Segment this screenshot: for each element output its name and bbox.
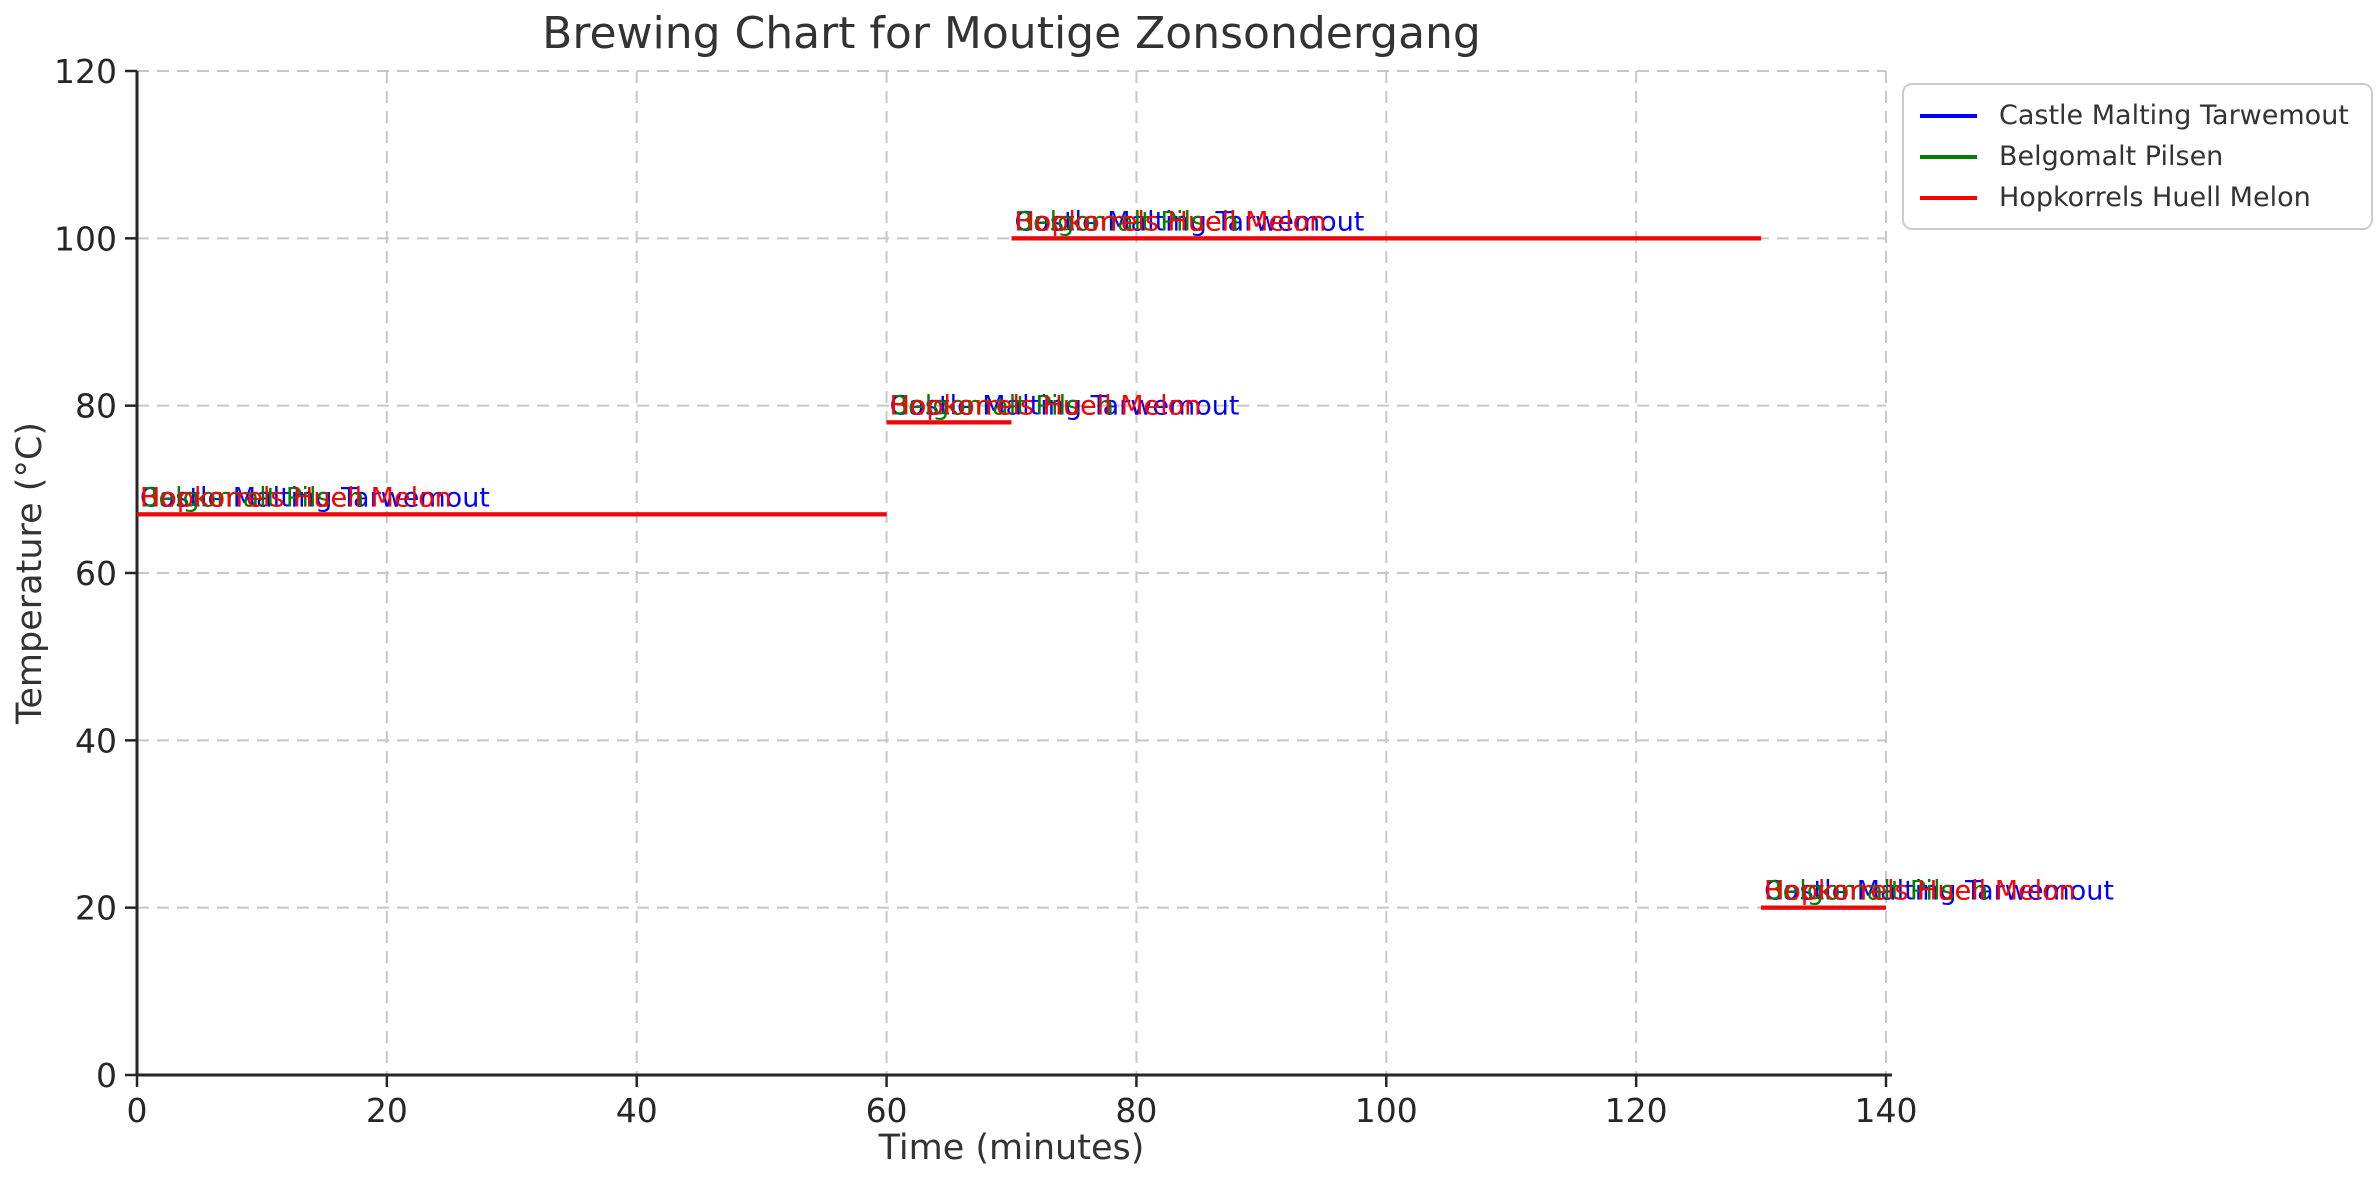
segment-label: Castle Malting Tarwemout [890,390,1240,421]
y-tick-label: 100 [54,219,117,258]
x-tick-label: 120 [1605,1091,1668,1130]
segment-label: Castle Malting Tarwemout [1015,206,1365,237]
y-tick-label: 0 [96,1056,117,1095]
segment-label: Belgomalt Pilsen [140,482,364,513]
chart-title: Brewing Chart for Moutige Zonsondergang [542,8,1481,59]
segment-labels-hopkorrels-huell-melon: Hopkorrels Huell Melon Hopkorrels Huell M… [140,206,2076,906]
y-tick-label: 80 [75,387,117,426]
segment-label: Belgomalt Pilsen [890,390,1114,421]
x-axis-label: Time (minutes) [878,1128,1145,1168]
legend-line-swatch [1920,154,1977,159]
legend-entry-0: Castle Malting Tarwemout [1920,95,2349,136]
segment-label: Castle Malting Tarwemout [140,482,490,513]
segment-label: Belgomalt Pilsen [1015,206,1239,237]
axis-ticks: 0 20 40 60 80 100 120 140 0 20 40 60 80 100 120 [54,52,1918,1130]
x-tick-label: 60 [866,1091,908,1130]
segment-label: Belgomalt Pilsen [1764,876,1988,907]
legend-label: Castle Malting Tarwemout [1999,100,2349,131]
series-hopkorrels-huell-melon [137,236,1886,910]
x-tick-label: 20 [366,1091,408,1130]
segment-label: Hopkorrels Huell Melon [140,482,452,513]
y-tick-label: 60 [75,554,117,593]
legend-label: Hopkorrels Huell Melon [1999,182,2311,213]
segment-label: Hopkorrels Huell Melon [1015,206,1327,237]
segment-labels-castle-malting-tarwemout: Castle Malting Tarwemout Castle Malting T… [140,206,2114,906]
y-tick-label: 20 [75,889,117,928]
y-axis-label: Temperature (°C) [10,421,50,725]
legend-label: Belgomalt Pilsen [1999,141,2224,172]
legend-line-swatch [1920,195,1977,200]
segment-labels-belgomalt-pilsen: Belgomalt Pilsen Belgomalt Pilsen Belgomal… [140,206,1988,906]
legend: Castle Malting Tarwemout Belgomalt Pilsen… [1902,83,2373,230]
gridlines [136,70,1887,1076]
segment-label: Hopkorrels Huell Melon [1764,876,2076,907]
legend-entry-2: Hopkorrels Huell Melon [1920,177,2349,218]
x-tick-label: 80 [1115,1091,1157,1130]
legend-entry-1: Belgomalt Pilsen [1920,136,2349,177]
x-tick-label: 140 [1855,1091,1918,1130]
legend-line-swatch [1920,113,1977,118]
y-tick-label: 120 [54,52,117,91]
x-tick-label: 40 [616,1091,658,1130]
segment-label: Castle Malting Tarwemout [1764,876,2114,907]
x-tick-label: 0 [127,1091,148,1130]
x-tick-label: 100 [1355,1091,1418,1130]
y-tick-label: 40 [75,721,117,760]
segment-label: Hopkorrels Huell Melon [890,390,1202,421]
